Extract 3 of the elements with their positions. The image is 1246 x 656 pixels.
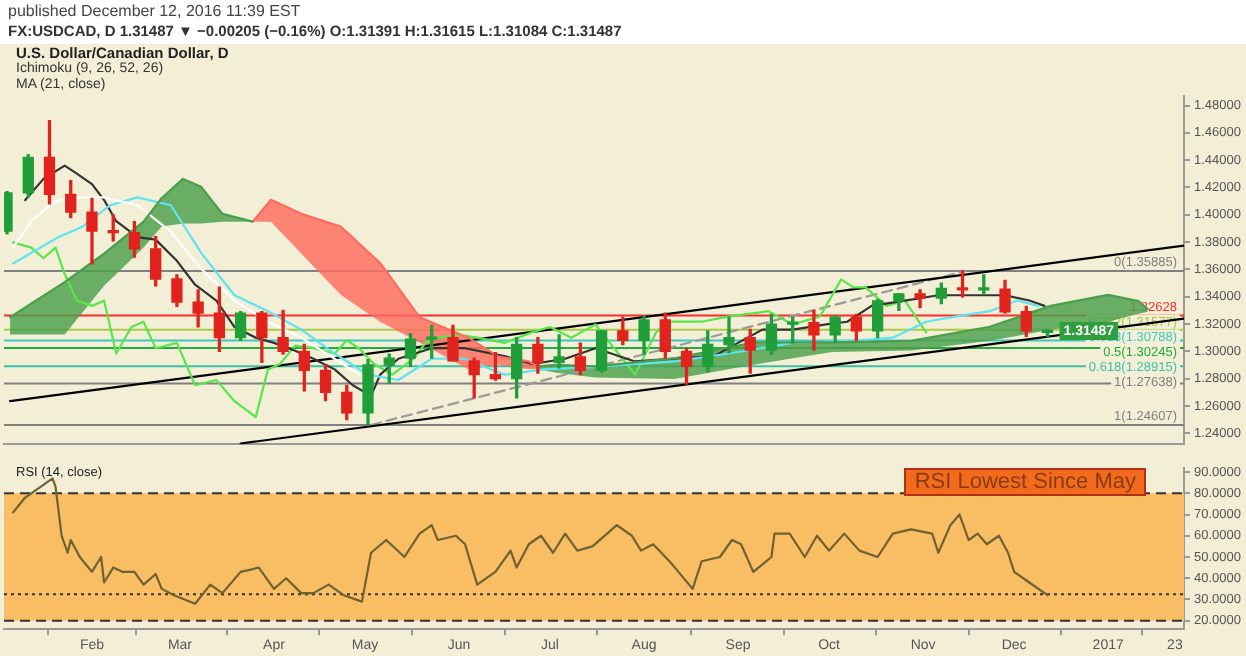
chart-subtitle: published December 12, 2016 11:39 EST bbox=[8, 2, 301, 20]
candlestick bbox=[723, 316, 735, 354]
annotation: RSI Lowest Since May bbox=[904, 468, 1146, 496]
